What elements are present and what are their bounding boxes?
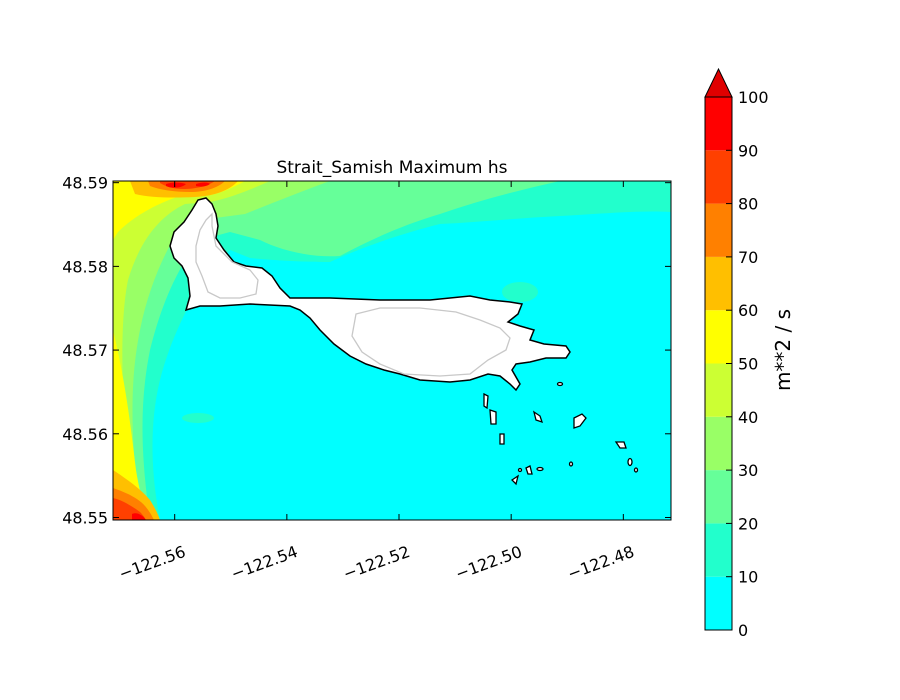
colorbar-tick-label: 80 — [738, 195, 758, 214]
colorbar-segment — [705, 150, 732, 204]
x-tick-label: −122.54 — [229, 542, 301, 584]
islets — [483, 381, 639, 486]
colorbar-segment — [705, 523, 732, 577]
colorbar-segment — [705, 576, 732, 630]
y-tick-label: 48.58 — [62, 257, 108, 276]
colorbar-tick-label: 90 — [738, 141, 758, 160]
colorbar-segment — [705, 203, 732, 257]
x-tick-label: −122.52 — [341, 542, 413, 584]
depth-contour-east — [351, 307, 511, 377]
contour-patch-east — [502, 282, 538, 302]
colorbar-segment — [705, 256, 732, 311]
y-tick-label: 48.59 — [62, 174, 108, 193]
colorbar-tick-label: 50 — [738, 355, 758, 374]
contour-patch-southwest — [182, 413, 214, 423]
x-tick-label: −122.50 — [453, 542, 525, 584]
plot-area — [113, 181, 671, 520]
colorbar-tick-label: 0 — [738, 621, 748, 640]
island-land — [169, 197, 571, 392]
colorbar-tick-label: 30 — [738, 461, 758, 480]
x-tick-label: −122.48 — [565, 542, 637, 584]
y-tick-label: 48.56 — [62, 425, 108, 444]
colorbar-tick-label: 40 — [738, 408, 758, 427]
y-tick-label: 48.57 — [62, 341, 108, 360]
x-tick-label: −122.56 — [116, 542, 188, 584]
colorbar-tick-label: 60 — [738, 301, 758, 320]
colorbar-segment — [705, 416, 732, 471]
colorbar: 0 10 20 30 40 50 60 70 80 90 100 — [704, 67, 769, 640]
colorbar-tick-label: 100 — [738, 88, 769, 107]
colorbar-segment — [705, 97, 732, 151]
colorbar-segment — [705, 470, 732, 524]
colorbar-label: m**2 / s — [771, 309, 795, 391]
colorbar-segment — [705, 310, 732, 364]
colorbar-tick-label: 70 — [738, 248, 758, 267]
y-axis: 48.59 48.58 48.57 48.56 48.55 — [62, 174, 671, 527]
contour-band-60-70 — [113, 181, 238, 520]
y-tick-label: 48.55 — [62, 508, 108, 527]
colorbar-extend-arrow — [704, 67, 733, 98]
colorbar-tick-label: 10 — [738, 568, 758, 587]
colorbar-tick-label: 20 — [738, 514, 758, 533]
depth-contour-west — [195, 212, 259, 299]
colorbar-segment — [705, 363, 732, 417]
chart-title: Strait_Samish Maximum hs — [276, 158, 507, 178]
